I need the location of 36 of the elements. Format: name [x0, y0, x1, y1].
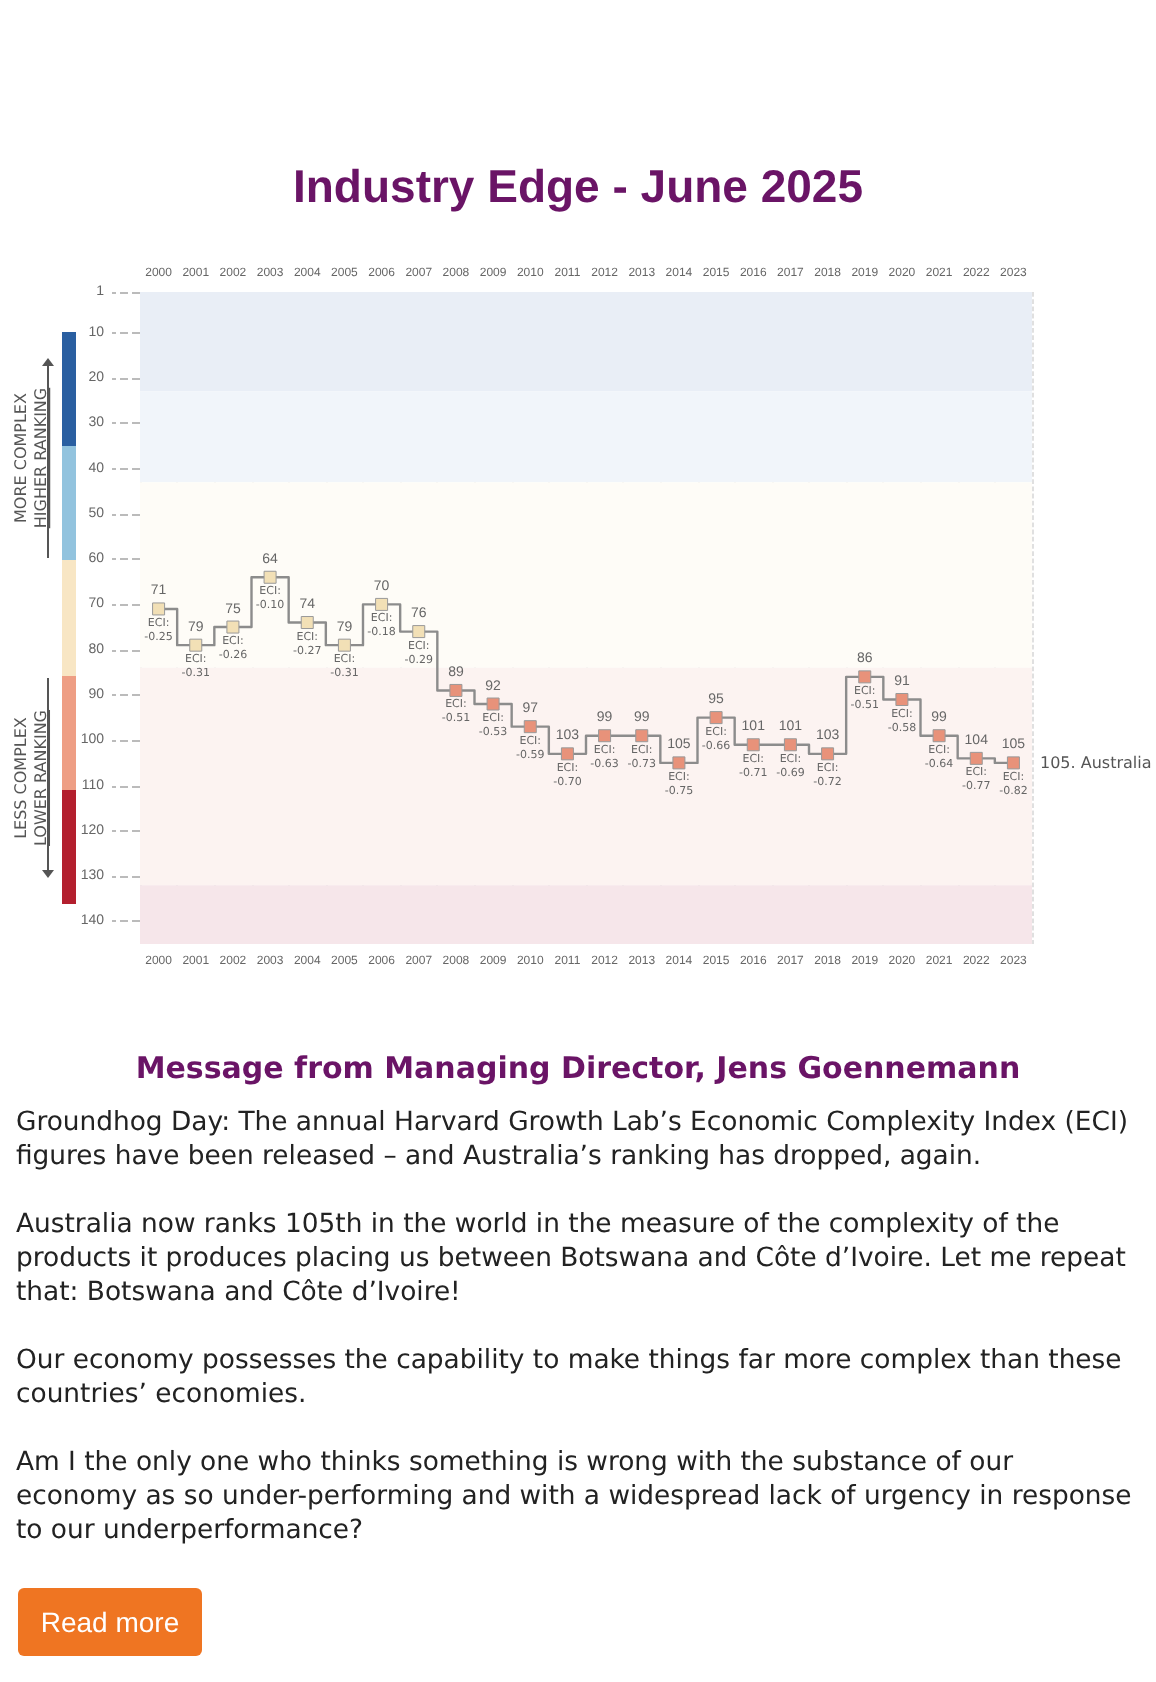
point: [598, 729, 612, 743]
text: LESS COMPLEX: [12, 714, 32, 843]
point: [189, 638, 203, 652]
point: [895, 693, 909, 706]
text: Groundhog Day: The annual Harvard Growth Lab’s Economic Complexity Index (ECI) figures have been released – and Australia’s ranking has dropped, again.: [16, 1106, 1130, 1174]
point: [969, 751, 983, 765]
point: [152, 602, 166, 616]
point: [375, 597, 389, 611]
point: [1006, 756, 1020, 770]
point: [932, 729, 946, 743]
point: [300, 616, 314, 630]
point: [672, 756, 686, 770]
point: [226, 620, 240, 634]
point: [746, 738, 760, 752]
point: [560, 747, 574, 761]
point: [449, 683, 463, 697]
text: MORE COMPLEX: [12, 391, 33, 528]
read-more-button[interactable]: Read more: [18, 1588, 202, 1656]
text: Message from Managing Director, Jens Goennemann: [133, 1050, 1023, 1086]
annotation: 105. Australia: [1040, 753, 1152, 772]
chart-title: Industry Edge - June 2025: [290, 160, 866, 214]
point: [523, 720, 537, 734]
point: [486, 697, 500, 711]
text: Australia now ranks 105th in the world in the measure of the complexity of the products it produces placing us between Botswana and Côte d’Ivoire. Let me repeat that: Botswana and Côte d’Ivoire!: [16, 1208, 1128, 1310]
point: [821, 747, 835, 761]
text: HIGHER RANKING: [32, 388, 53, 529]
point: [783, 738, 797, 752]
text: Our economy possesses the capability to make things far more complex than these countries’ economies.: [16, 1344, 1124, 1412]
point: [412, 625, 426, 639]
point: [858, 670, 872, 684]
text: LOWER RANKING: [32, 709, 52, 846]
point: [263, 570, 277, 584]
point: [709, 711, 723, 725]
point: [635, 729, 649, 743]
text: Am I the only one who thinks something is wrong with the substance of our economy as so under-performing and with a widespread lack of urgency in response to our underperformance?: [16, 1446, 1134, 1548]
point: [337, 638, 351, 652]
